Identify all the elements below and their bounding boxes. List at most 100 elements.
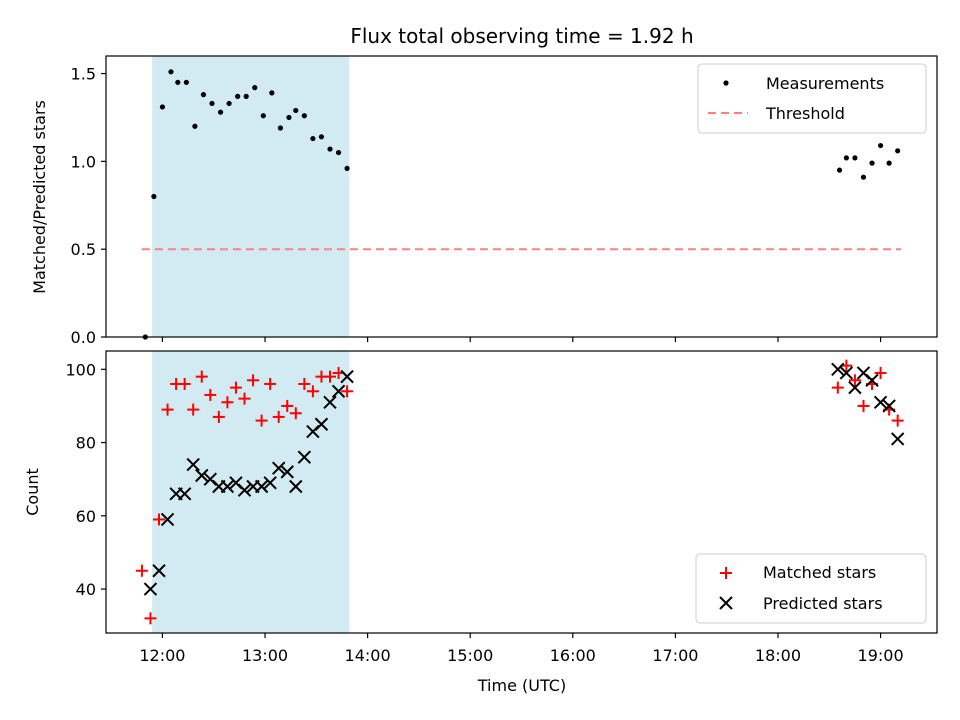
bottom-y-tick-label: 100 — [65, 360, 96, 379]
measurement-point — [217, 109, 224, 115]
top-legend: Measurements Threshold — [697, 63, 927, 134]
x-axis-label: Time (UTC) — [477, 676, 566, 695]
top-y-tick-label: 1.5 — [71, 65, 96, 84]
measurement-point — [852, 155, 858, 161]
matched-star-point — [298, 377, 311, 390]
x-tick-label: 12:00 — [139, 646, 185, 665]
predicted-star-point — [263, 476, 277, 490]
measurement-point — [168, 69, 174, 75]
measurement-point — [277, 125, 284, 131]
predicted-star-point — [340, 369, 354, 384]
matched-star-point — [178, 377, 191, 390]
predicted-star-point — [143, 582, 158, 596]
predicted-star-point — [314, 417, 329, 431]
predicted-star-point — [254, 479, 269, 494]
measurement-point — [344, 165, 350, 171]
matched-star-point — [323, 370, 336, 383]
matched-star-point — [306, 385, 319, 398]
predicted-star-point — [865, 373, 879, 388]
measurement-point — [151, 193, 157, 200]
matched-star-point — [161, 403, 174, 416]
matched-star-point — [255, 414, 268, 427]
matched-star-point — [221, 396, 234, 409]
measurement-point — [895, 148, 901, 154]
bottom-plot-frame — [105, 350, 938, 634]
x-tick-label: 18:00 — [755, 646, 801, 665]
bottom-legend: Matched stars Predicted stars — [695, 553, 927, 624]
bottom-highlight-span — [152, 351, 350, 633]
measurement-point — [175, 79, 181, 85]
measurement-point — [286, 114, 292, 121]
predicted-star-point — [890, 432, 905, 446]
predicted-star-point — [831, 362, 845, 377]
matched-star-point — [272, 410, 285, 423]
predicted-star-point — [289, 479, 303, 494]
bottom-panel: 40 60 80 100 12:00 13:00 14:00 15:00 16:00 17:00… — [23, 350, 938, 695]
measurement-point — [209, 100, 215, 107]
legend-matched-marker — [720, 567, 732, 579]
predicted-star-point — [271, 461, 286, 475]
measurement-point — [335, 149, 342, 156]
matched-star-point — [891, 414, 904, 427]
x-tick-label: 16:00 — [550, 646, 596, 665]
bottom-y-axis-label: Count — [23, 468, 42, 516]
predicted-star-point — [237, 483, 252, 497]
predicted-star-point — [848, 380, 862, 395]
measurement-point — [301, 113, 307, 119]
matched-star-point — [229, 381, 242, 394]
measurement-point — [869, 160, 875, 166]
legend-threshold: Threshold — [765, 104, 845, 123]
measurement-point — [860, 174, 867, 180]
matched-star-point — [195, 370, 208, 383]
matched-star-point — [264, 377, 277, 390]
predicted-star-point — [160, 512, 175, 527]
predicted-star-point — [882, 399, 896, 413]
matched-star-point — [874, 366, 887, 379]
predicted-star-point — [280, 465, 294, 479]
measurement-point — [327, 146, 333, 152]
x-tick-label: 19:00 — [858, 646, 904, 665]
matched-star-point — [848, 374, 861, 387]
x-tick-label: 15:00 — [447, 646, 493, 665]
measurement-point — [235, 93, 241, 99]
measurement-point — [877, 142, 884, 149]
predicted-star-point — [873, 395, 888, 409]
matched-star-point — [341, 385, 354, 398]
predicted-star-point — [297, 450, 312, 464]
measurement-point — [269, 90, 275, 96]
measurement-point — [192, 123, 198, 129]
measurement-point — [226, 100, 232, 107]
predicted-star-point — [839, 366, 854, 380]
top-panel: 0.0 0.5 1.0 1.5 Matched/Predicted stars Mea… — [30, 55, 938, 347]
top-plot-frame — [105, 55, 938, 338]
matched-star-point — [289, 407, 302, 420]
predicted-star-point — [195, 468, 209, 483]
matched-star-point — [238, 392, 251, 405]
x-tick-label: 17:00 — [652, 646, 698, 665]
legend-measurements-marker — [723, 80, 729, 86]
top-y-tick-label: 0.0 — [71, 328, 96, 347]
top-y-axis-label: Matched/Predicted stars — [30, 100, 49, 294]
measurement-point — [836, 167, 843, 173]
matched-star-point — [204, 388, 217, 401]
legend-matched-stars: Matched stars — [763, 563, 876, 582]
matched-star-point — [135, 564, 148, 577]
matched-star-point — [153, 513, 166, 526]
measurement-point — [318, 134, 325, 140]
x-tick-label: 14:00 — [345, 646, 391, 665]
predicted-star-point — [186, 457, 200, 472]
x-tick-label: 13:00 — [242, 646, 288, 665]
measurement-point — [183, 79, 189, 85]
matched-star-point — [857, 399, 870, 412]
bottom-y-tick-label: 60 — [76, 507, 96, 526]
legend-predicted-stars: Predicted stars — [763, 594, 883, 613]
predicted-star-point — [152, 564, 166, 578]
measurement-point — [310, 135, 316, 142]
measurement-point — [200, 92, 207, 98]
measurement-point — [293, 107, 299, 114]
matched-star-point — [187, 403, 200, 416]
bottom-y-tick-label: 40 — [76, 580, 96, 599]
matched-star-point — [281, 399, 294, 412]
matched-star-point — [144, 612, 157, 625]
